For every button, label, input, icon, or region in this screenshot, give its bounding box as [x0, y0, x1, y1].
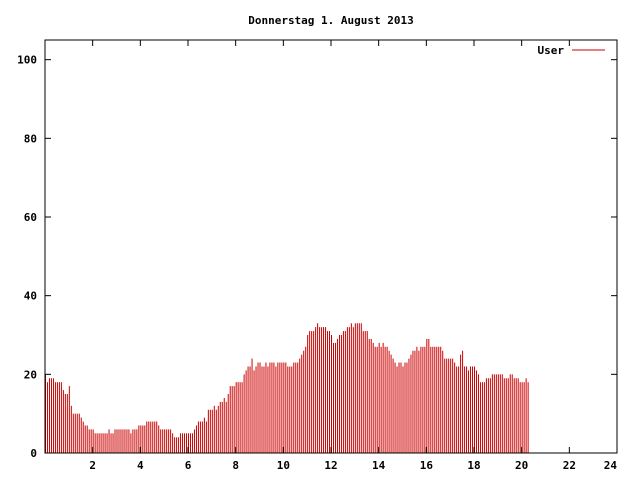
- x-tick-label: 4: [137, 459, 144, 472]
- x-tick-label: 10: [277, 459, 290, 472]
- x-tick-label: 24: [604, 459, 618, 472]
- y-tick-label: 100: [17, 54, 37, 67]
- x-tick-label: 20: [515, 459, 528, 472]
- y-tick-label: 0: [30, 447, 37, 460]
- legend: User: [538, 44, 605, 57]
- plot-frame: [44, 39, 618, 454]
- x-tick-label: 22: [563, 459, 576, 472]
- y-tick-label: 60: [24, 211, 37, 224]
- bar-series: [45, 323, 529, 453]
- chart-title: Donnerstag 1. August 2013: [248, 14, 414, 27]
- legend-label: User: [538, 44, 565, 57]
- x-tick-label: 12: [324, 459, 337, 472]
- x-tick-label: 8: [232, 459, 239, 472]
- x-tick-label: 14: [372, 459, 386, 472]
- y-tick-label: 20: [24, 368, 37, 381]
- x-tick-label: 6: [185, 459, 192, 472]
- x-tick-label: 18: [467, 459, 480, 472]
- x-tick-label: 2: [89, 459, 96, 472]
- y-axis-ticks: 0 20 40 60 80 100: [17, 54, 617, 460]
- x-tick-label: 16: [420, 459, 434, 472]
- y-tick-label: 80: [24, 132, 37, 145]
- y-tick-label: 40: [24, 290, 37, 303]
